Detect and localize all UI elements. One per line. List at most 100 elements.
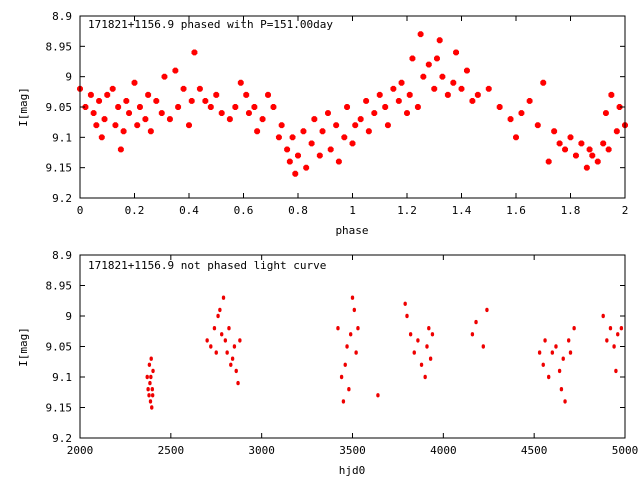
phased-data-point [308,140,315,147]
unphased-data-point [343,362,347,367]
unphased-data-point [601,313,605,319]
unphased-data-point [356,326,360,331]
unphased-data-point [352,307,357,313]
phased-data-point [245,110,252,117]
phased-data-point [218,110,225,117]
phased-data-point [147,128,154,135]
unphased-data-point [205,338,209,343]
phased-data-point [398,79,405,86]
unphased-data-point [145,374,149,380]
phased-data-point [161,73,168,80]
phased-y-tick-label: 8.95 [46,40,73,53]
unphased-data-point [616,332,620,337]
unphased-data-point [561,356,565,361]
phased-data-point [594,158,601,165]
phased-data-point [404,110,410,117]
phased-data-point [325,110,331,117]
phased-data-point [237,79,244,86]
phased-data-point [82,104,89,110]
phased-data-point [172,67,179,74]
unphased-data-point [572,326,576,331]
phased-data-point [608,91,615,98]
phased-data-point [117,146,124,153]
phased-data-point [406,91,413,98]
phased-y-tick-label: 9.15 [46,162,73,175]
unphased-y-tick-label: 9.1 [52,371,72,384]
unphased-data-point [427,326,431,331]
unphased-x-tick-label: 2500 [158,444,185,457]
phased-data-point [436,37,443,44]
unphased-x-tick-label: 3000 [248,444,275,457]
phased-data-point [363,97,370,104]
phased-data-point [485,85,492,92]
phased-x-tick-label: 0.8 [288,204,308,217]
unphased-data-point [419,362,424,367]
phased-data-point [344,104,351,110]
phased-data-point [578,140,585,147]
unphased-x-tick-label: 2000 [67,444,94,457]
phased-plot-axes: 0 0.2 0.4 0.6 0.8 1 1.2 1.4 1.6 1.8 2 8.9 8.95 9 9.05 9… [46,10,629,217]
phased-data-point [327,146,334,153]
phased-data-point [126,110,133,117]
phased-data-point [526,97,533,104]
phased-y-tick-label: 9 [65,71,72,84]
phased-data-point [572,152,579,159]
unphased-data-point [563,399,567,404]
unphased-data-point [146,387,150,392]
unphased-data-point [543,338,547,343]
unphased-data-point [220,332,224,337]
unphased-data-point [232,344,237,349]
phased-data-point [540,79,547,86]
phased-data-point [196,85,203,92]
phased-data-point [341,134,348,141]
phased-data-point [265,91,271,98]
phased-data-point [175,104,182,110]
phased-data-point [275,134,282,141]
phased-data-point [534,122,541,129]
unphased-data-point [481,344,485,349]
unphased-plot-frame [79,254,626,439]
phased-data-point [458,85,465,92]
unphased-data-point [212,326,217,331]
phased-data-point [180,85,187,92]
phased-plot-title: 171821+1156.9 phased with P=151.00day [88,18,333,31]
phased-data-point [284,146,291,153]
phased-data-point [518,110,525,117]
unphased-data-point [147,393,151,398]
unphased-data-point [151,368,155,374]
unphased-x-tick-label: 3500 [339,444,366,457]
unphased-data-point [568,350,573,355]
unphased-data-point [541,362,545,367]
phased-plot: 0 0.2 0.4 0.6 0.8 1 1.2 1.4 1.6 1.8 2 8.9 8.95 9 9.05 9… [17,10,628,237]
unphased-data-point [547,374,551,380]
phased-data-point [289,134,296,141]
phased-data-point [191,49,198,56]
unphased-data-point [147,362,152,367]
phased-data-point [333,122,340,129]
phased-data-point [474,91,481,98]
phased-data-point [202,97,209,104]
unphased-y-tick-label: 9 [65,310,72,323]
phased-data-point [586,146,593,153]
unphased-plot-x-label: hjd0 [339,464,366,477]
phased-data-point [613,128,620,135]
unphased-data-point [619,326,624,331]
unphased-data-point [148,399,153,404]
phased-data-point [134,122,141,129]
phased-data-point [616,104,623,110]
phased-x-tick-label: 0.2 [125,204,145,217]
phased-data-point [101,116,108,123]
unphased-x-tick-label: 4000 [430,444,457,457]
unphased-data-point [566,338,571,343]
phased-data-point [213,91,220,98]
phased-data-point [450,79,457,86]
phased-y-tick-label: 9.1 [52,131,72,144]
unphased-data-point [209,344,213,349]
phased-x-tick-label: 1.2 [397,204,417,217]
phased-data-point [365,128,372,135]
unphased-plot-y-label: I[mag] [17,327,30,367]
unphased-y-tick-label: 9.05 [46,341,73,354]
unphased-data-point [470,332,475,337]
unphased-data-point [221,295,226,300]
phased-data-point [270,104,277,110]
